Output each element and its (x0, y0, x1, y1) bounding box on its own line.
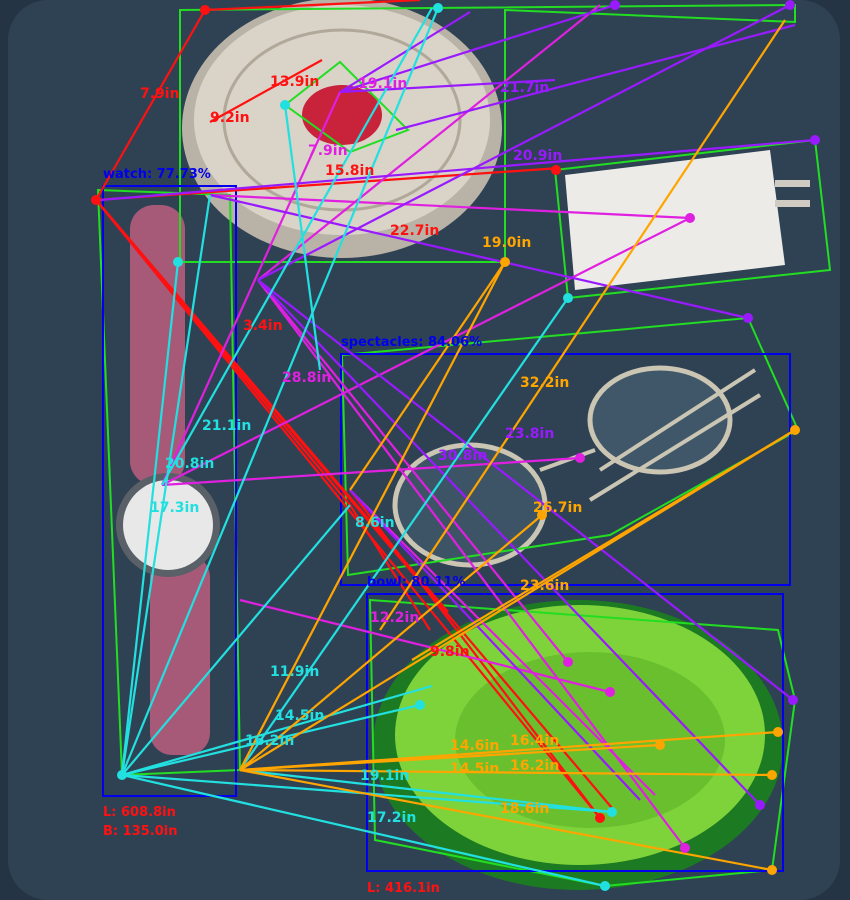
distance-label: 9.8in (430, 644, 470, 660)
distance-label: 15.8in (325, 163, 374, 179)
bowl-label: bowl: 80.11% (367, 575, 466, 590)
keypoints (91, 0, 820, 891)
watch-bbox (102, 185, 237, 797)
watch-object (116, 205, 220, 755)
distance-label: 9.2in (210, 110, 250, 126)
distance-label: 23.6in (520, 578, 569, 594)
distance-label: 14.6in (450, 738, 499, 754)
distance-label: 19.1in (358, 76, 407, 92)
distance-label: 18.6in (500, 801, 549, 817)
distance-label: 19.0in (482, 235, 531, 251)
distance-label: 20.9in (513, 148, 562, 164)
distance-label: 8.6in (355, 515, 395, 531)
distance-label: 14.5in (275, 708, 324, 724)
measurement-lines (95, 0, 816, 888)
measurement-labels: 7.9in 9.2in 13.9in 15.8in 3.4in 22.7in 9… (140, 74, 582, 826)
distance-label: 26.7in (533, 500, 582, 516)
spectacles-bbox (340, 353, 791, 586)
distance-label: 16.2in (510, 758, 559, 774)
distance-label: 16.4in (510, 733, 559, 749)
distance-label: 30.8in (438, 448, 487, 464)
watch-label: watch: 77.73% (103, 167, 211, 182)
distance-label: 17.3in (150, 500, 199, 516)
watch-breadth: B: 135.0in (103, 824, 177, 839)
distance-label: 19.1in (360, 768, 409, 784)
bowl-length: L: 416.1in (367, 881, 440, 896)
distance-label: 7.9in (140, 86, 180, 102)
distance-label: 28.8in (282, 370, 331, 386)
spectacles-object (392, 365, 762, 568)
charger-object (565, 150, 810, 290)
distance-label: 21.1in (202, 418, 251, 434)
bounding-boxes (102, 185, 791, 872)
distance-label: 11.9in (270, 664, 319, 680)
detection-labels: watch: 77.73% spectacles: 84.06% bowl: 8… (103, 167, 482, 590)
distance-label: 14.5in (450, 761, 499, 777)
dimension-labels: L: 608.8in B: 135.0in L: 416.1in (103, 805, 440, 896)
distance-label: 20.8in (165, 456, 214, 472)
distance-label: 32.2in (520, 375, 569, 391)
distance-label: 13.9in (270, 74, 319, 90)
distance-label: 16.2in (245, 733, 294, 749)
distance-label: 12.2in (370, 610, 419, 626)
spectacles-label: spectacles: 84.06% (341, 335, 482, 350)
distance-label: 22.7in (390, 223, 439, 239)
bowl-bbox (366, 593, 784, 872)
distance-label: 7.9in (308, 143, 348, 159)
watch-length: L: 608.8in (103, 805, 176, 820)
distance-label: 21.7in (500, 80, 549, 96)
distance-label: 17.2in (367, 810, 416, 826)
tin-logo (302, 85, 382, 145)
distance-label: 23.8in (505, 426, 554, 442)
distance-label: 3.4in (243, 318, 283, 334)
